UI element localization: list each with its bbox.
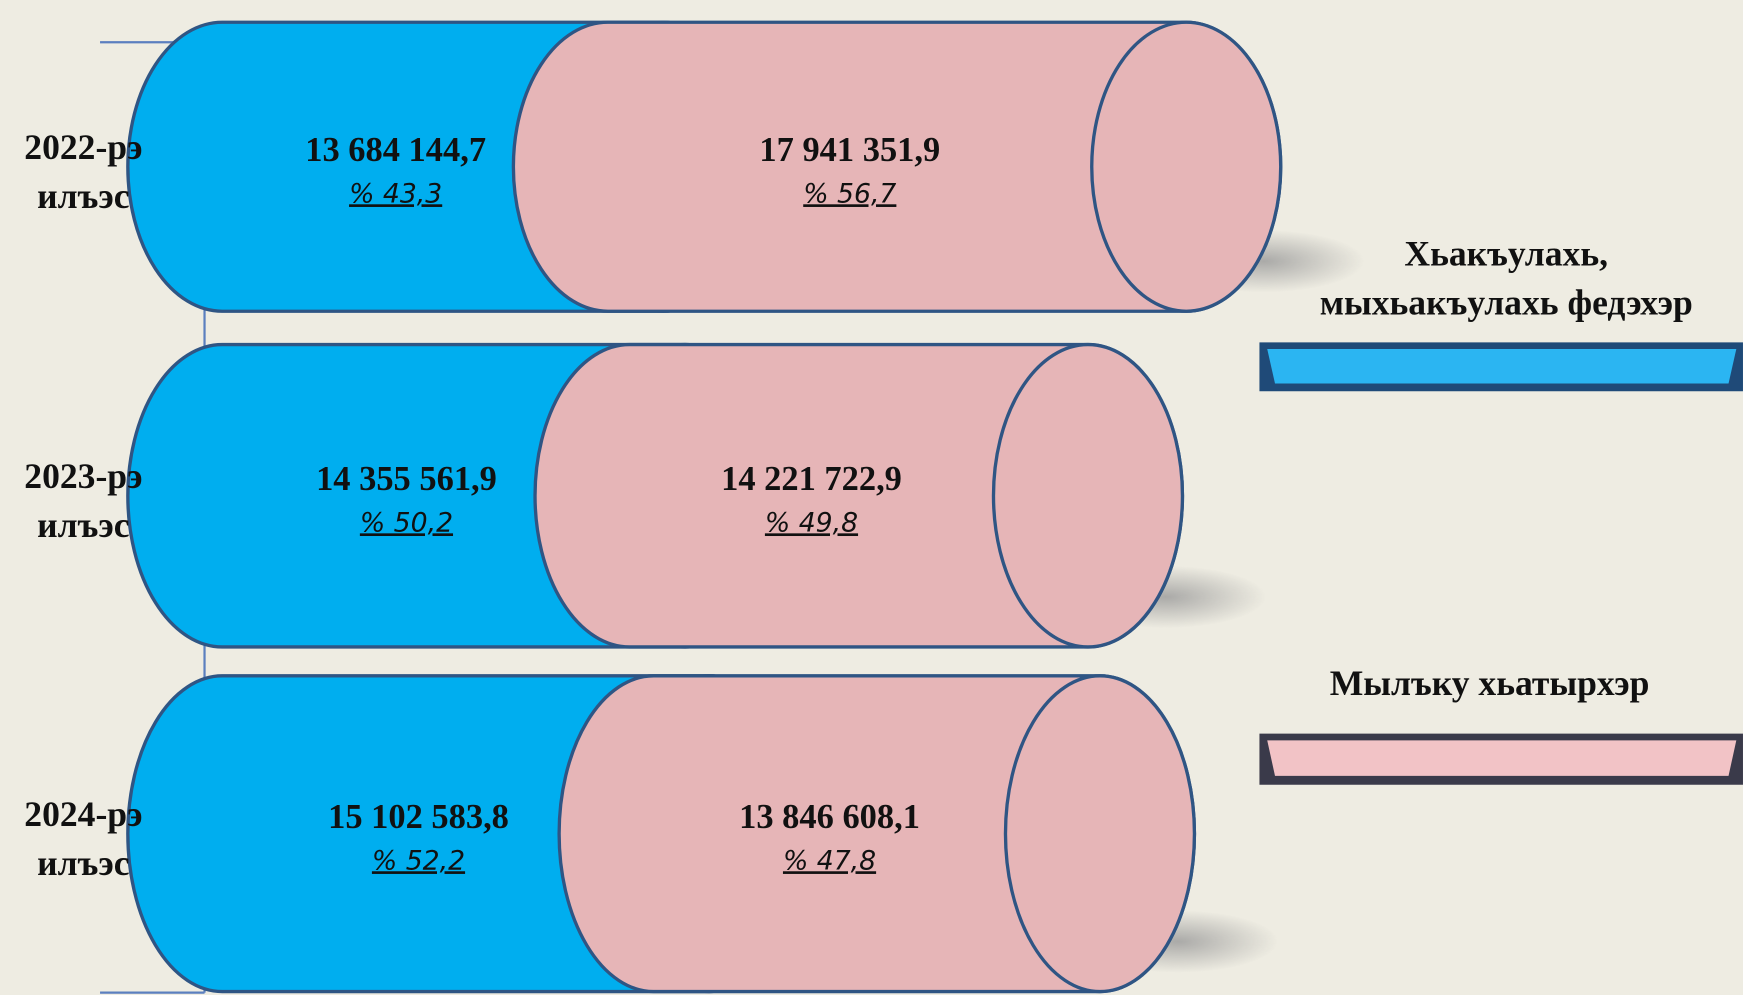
share-label: % 47,8: [783, 845, 876, 876]
value-label: 14 355 561,9: [316, 460, 497, 498]
cylinder-face: [1090, 20, 1283, 313]
cylinder-face: [991, 342, 1185, 649]
category-label: 2022-рэ илъэс: [24, 126, 143, 216]
value-label: 17 941 351,9: [759, 131, 940, 169]
value-label: 13 684 144,7: [305, 131, 486, 169]
cylinder-face: [1003, 674, 1197, 994]
category-label: 2023-рэ илъэс: [24, 455, 143, 545]
legend-label: Хьакъулахь, мыхьакъулахь федэхэр: [1319, 233, 1693, 323]
share-label: % 50,2: [360, 507, 453, 538]
share-label: % 49,8: [765, 507, 858, 538]
value-label: 14 221 722,9: [721, 460, 902, 498]
legend-bar-2: [1259, 733, 1743, 785]
legend-label: Мылъку хьатырхэр: [1329, 662, 1650, 703]
share-label: % 52,2: [372, 845, 465, 876]
legend-bar-1: [1259, 342, 1743, 392]
share-label: % 56,7: [803, 178, 896, 209]
value-label: 15 102 583,8: [328, 798, 509, 836]
value-label: 13 846 608,1: [739, 798, 920, 836]
category-label: 2024-рэ илъэс: [24, 793, 143, 883]
share-label: % 43,3: [349, 178, 442, 209]
